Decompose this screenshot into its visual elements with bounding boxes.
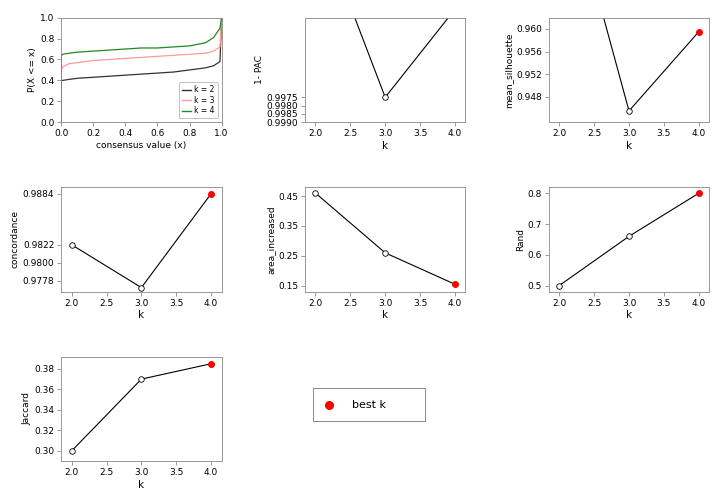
Legend: k = 2, k = 3, k = 4: k = 2, k = 3, k = 4 <box>179 82 217 118</box>
Y-axis label: Jaccard: Jaccard <box>22 392 32 425</box>
Y-axis label: concordance: concordance <box>11 210 20 269</box>
X-axis label: k: k <box>138 310 145 321</box>
Y-axis label: P(X <= x): P(X <= x) <box>28 47 37 92</box>
X-axis label: k: k <box>382 141 388 151</box>
Y-axis label: mean_silhouette: mean_silhouette <box>504 32 513 108</box>
X-axis label: k: k <box>382 310 388 321</box>
Y-axis label: Rand: Rand <box>516 228 525 251</box>
X-axis label: consensus value (x): consensus value (x) <box>96 141 186 150</box>
X-axis label: k: k <box>626 310 632 321</box>
X-axis label: k: k <box>626 141 632 151</box>
X-axis label: k: k <box>138 480 145 490</box>
Y-axis label: area_increased: area_increased <box>266 205 275 274</box>
Y-axis label: 1- PAC: 1- PAC <box>255 55 264 84</box>
Text: best k: best k <box>351 400 385 410</box>
